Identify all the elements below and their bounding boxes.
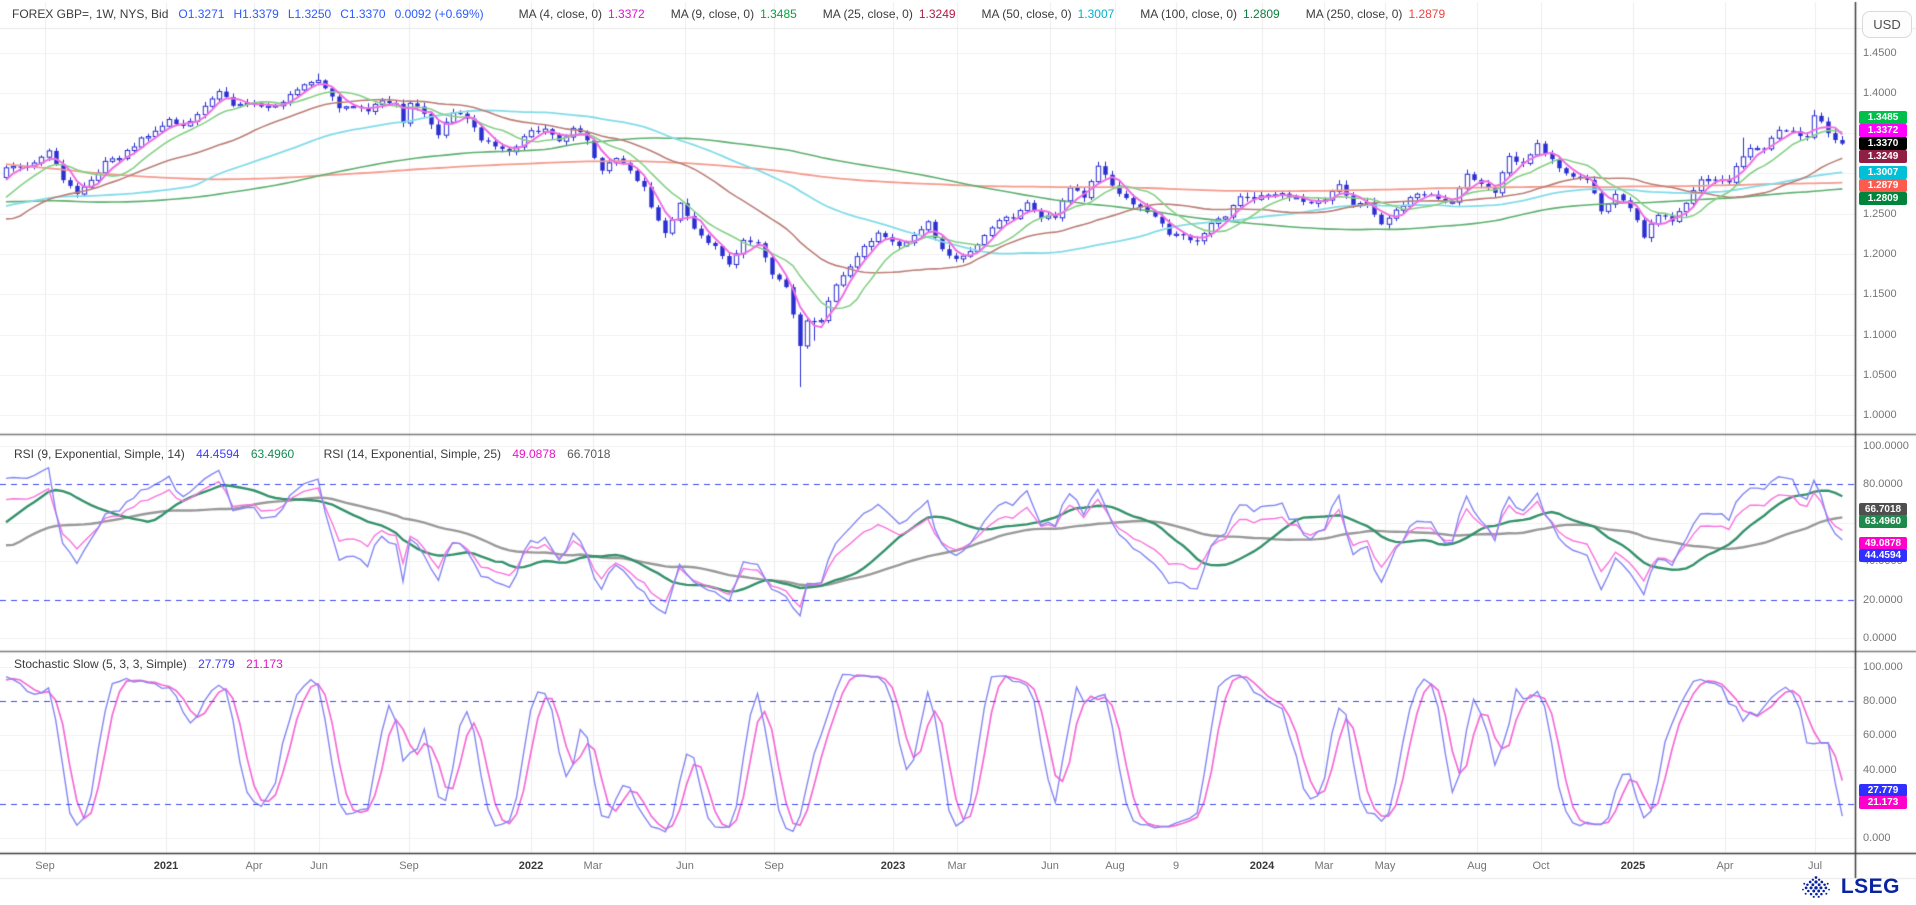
time-axis-label: 2025 xyxy=(1620,860,1646,872)
stoch-label: Stochastic Slow (5, 3, 3, Simple) xyxy=(14,657,187,671)
rsi-axis-label: 0.0000 xyxy=(1863,632,1897,644)
time-axis-label: Jun xyxy=(1041,860,1059,872)
rsi-14-ma-value: 66.7018 xyxy=(567,447,611,461)
time-axis-label: Jul xyxy=(1807,860,1823,872)
rsi-14-label: RSI (14, Exponential, Simple, 25) xyxy=(323,447,501,461)
change-value: 0.0092 (+0.69%) xyxy=(394,7,484,21)
rsi-badge: 44.4594 xyxy=(1859,549,1907,563)
price-badge: 1.2879 xyxy=(1859,179,1907,193)
price-axis-label: 1.4500 xyxy=(1863,46,1897,59)
price-badge: 1.3485 xyxy=(1859,111,1907,125)
rsi-9-value: 44.4594 xyxy=(196,447,240,461)
price-badge: 1.2809 xyxy=(1859,192,1907,206)
time-axis-label: May xyxy=(1374,860,1396,872)
price-axis-label: 1.1500 xyxy=(1863,288,1897,301)
time-axis[interactable] xyxy=(0,855,1856,879)
stoch-axis-label: 60.000 xyxy=(1863,729,1897,742)
time-axis-label: 2024 xyxy=(1249,860,1275,872)
time-axis-label: Mar xyxy=(1314,860,1334,872)
symbol-title: FOREX GBP=, 1W, NYS, Bid xyxy=(12,7,169,21)
time-axis-label: 9 xyxy=(1172,860,1180,872)
rsi-badge: 63.4960 xyxy=(1859,515,1907,529)
price-badge: 1.3007 xyxy=(1859,166,1907,180)
time-axis-label: Mar xyxy=(947,860,967,872)
ma-legend-9: MA (9, close, 0) 1.3485 xyxy=(670,7,797,21)
rsi-legend: RSI (9, Exponential, Simple, 14) 44.4594… xyxy=(14,447,610,461)
rsi-axis-label: 100.0000 xyxy=(1863,440,1909,452)
price-axis-label: 1.0000 xyxy=(1863,409,1897,422)
low-value: L1.3250 xyxy=(287,7,332,21)
lseg-crest-icon xyxy=(1801,876,1830,898)
rsi-badge: 49.0878 xyxy=(1859,537,1907,551)
rsi-badge: 66.7018 xyxy=(1859,503,1907,517)
time-axis-label: Sep xyxy=(764,860,784,872)
ma-legend-4: MA (4, close, 0) 1.3372 xyxy=(518,7,645,21)
price-axis-label: 1.2000 xyxy=(1863,248,1897,261)
time-axis-label: Aug xyxy=(1105,860,1125,872)
rsi-9-ma-value: 63.4960 xyxy=(250,447,295,461)
stoch-axis-label: 100.000 xyxy=(1863,661,1903,673)
ma-legend-100: MA (100, close, 0) 1.2809 xyxy=(1140,7,1280,21)
time-axis-label: 2021 xyxy=(153,860,179,872)
ma-50-value: 1.3007 xyxy=(1077,7,1115,21)
time-axis-label: 2022 xyxy=(518,860,544,872)
time-axis-label: Oct xyxy=(1532,860,1550,872)
ma-100-value: 1.2809 xyxy=(1243,7,1280,21)
time-axis-label: Sep xyxy=(35,860,55,872)
time-axis-label: Aug xyxy=(1467,860,1487,872)
ma-9-value: 1.3485 xyxy=(760,7,797,21)
price-axis-label: 1.4000 xyxy=(1863,86,1897,99)
stoch-axis-label: 0.000 xyxy=(1863,832,1891,844)
stoch-axis-label: 40.000 xyxy=(1863,763,1897,776)
open-value: O1.3271 xyxy=(178,7,225,21)
currency-button[interactable]: USD xyxy=(1862,11,1912,38)
rsi-axis-label: 80.0000 xyxy=(1863,478,1903,491)
price-badge: 1.3249 xyxy=(1859,150,1907,164)
ma-legend-50: MA (50, close, 0) 1.3007 xyxy=(981,7,1115,21)
time-axis-label: Jun xyxy=(310,860,328,872)
time-axis-label: Apr xyxy=(245,860,263,872)
stoch-d-value: 21.173 xyxy=(246,657,283,671)
ma-4-value: 1.3372 xyxy=(608,7,645,21)
close-value: C1.3370 xyxy=(340,7,386,21)
lseg-logo: LSEG xyxy=(1798,873,1900,900)
lseg-logo-text: LSEG xyxy=(1840,874,1900,898)
chart-legend-bar: FOREX GBP=, 1W, NYS, Bid O1.3271 H1.3379… xyxy=(12,0,1445,28)
ma-250-value: 1.2879 xyxy=(1408,7,1446,21)
time-axis-label: Jun xyxy=(676,860,694,872)
ma-25-value: 1.3249 xyxy=(918,7,956,21)
ma-legend-250: MA (250, close, 0) 1.2879 xyxy=(1305,7,1446,21)
stoch-legend: Stochastic Slow (5, 3, 3, Simple) 27.779… xyxy=(14,657,283,671)
rsi-9-label: RSI (9, Exponential, Simple, 14) xyxy=(14,447,185,461)
stoch-badge: 21.173 xyxy=(1859,795,1907,809)
price-axis-label: 1.1000 xyxy=(1863,328,1897,341)
stoch-badge: 27.779 xyxy=(1859,783,1907,797)
ma-legend-25: MA (25, close, 0) 1.3249 xyxy=(822,7,956,21)
rsi-axis-label: 20.0000 xyxy=(1863,593,1903,606)
price-axis-label: 1.2500 xyxy=(1863,207,1897,220)
price-axis-label: 1.0500 xyxy=(1863,368,1897,381)
price-badge: 1.3370 xyxy=(1859,137,1907,151)
time-axis-label: Apr xyxy=(1716,860,1734,872)
stoch-k-value: 27.779 xyxy=(198,657,235,671)
time-axis-label: Sep xyxy=(399,860,419,872)
time-axis-label: 2023 xyxy=(880,860,906,872)
stoch-axis-label: 80.000 xyxy=(1863,695,1897,708)
high-value: H1.3379 xyxy=(233,7,279,21)
rsi-14-value: 49.0878 xyxy=(512,447,556,461)
time-axis-label: Mar xyxy=(583,860,603,872)
price-badge: 1.3372 xyxy=(1859,124,1907,138)
